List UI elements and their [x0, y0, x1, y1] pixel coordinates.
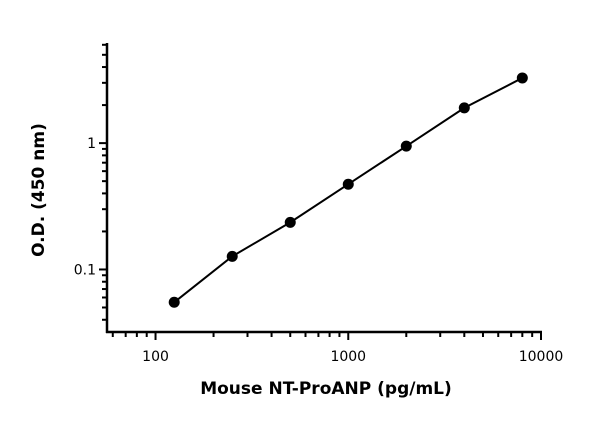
y-axis-title: O.D. (450 nm) [29, 123, 49, 257]
data-point [458, 102, 470, 114]
data-point [168, 296, 180, 308]
y-tick-label: 0.1 [74, 262, 96, 278]
series-line [173, 77, 523, 304]
x-axis-title: Mouse NT-ProANP (pg/mL) [200, 379, 452, 399]
data-point [342, 178, 354, 190]
x-tick-label: 10000 [519, 349, 564, 365]
data-point [516, 72, 528, 84]
data-marks [168, 72, 528, 308]
x-tick-label: 1000 [330, 349, 366, 365]
data-point [400, 140, 412, 152]
y-tick-label: 1 [87, 136, 96, 152]
axes: 100 1000 10000 0.1 1 [74, 43, 564, 365]
x-tick-label: 100 [142, 349, 169, 365]
data-point [284, 216, 296, 228]
data-point [226, 250, 238, 262]
